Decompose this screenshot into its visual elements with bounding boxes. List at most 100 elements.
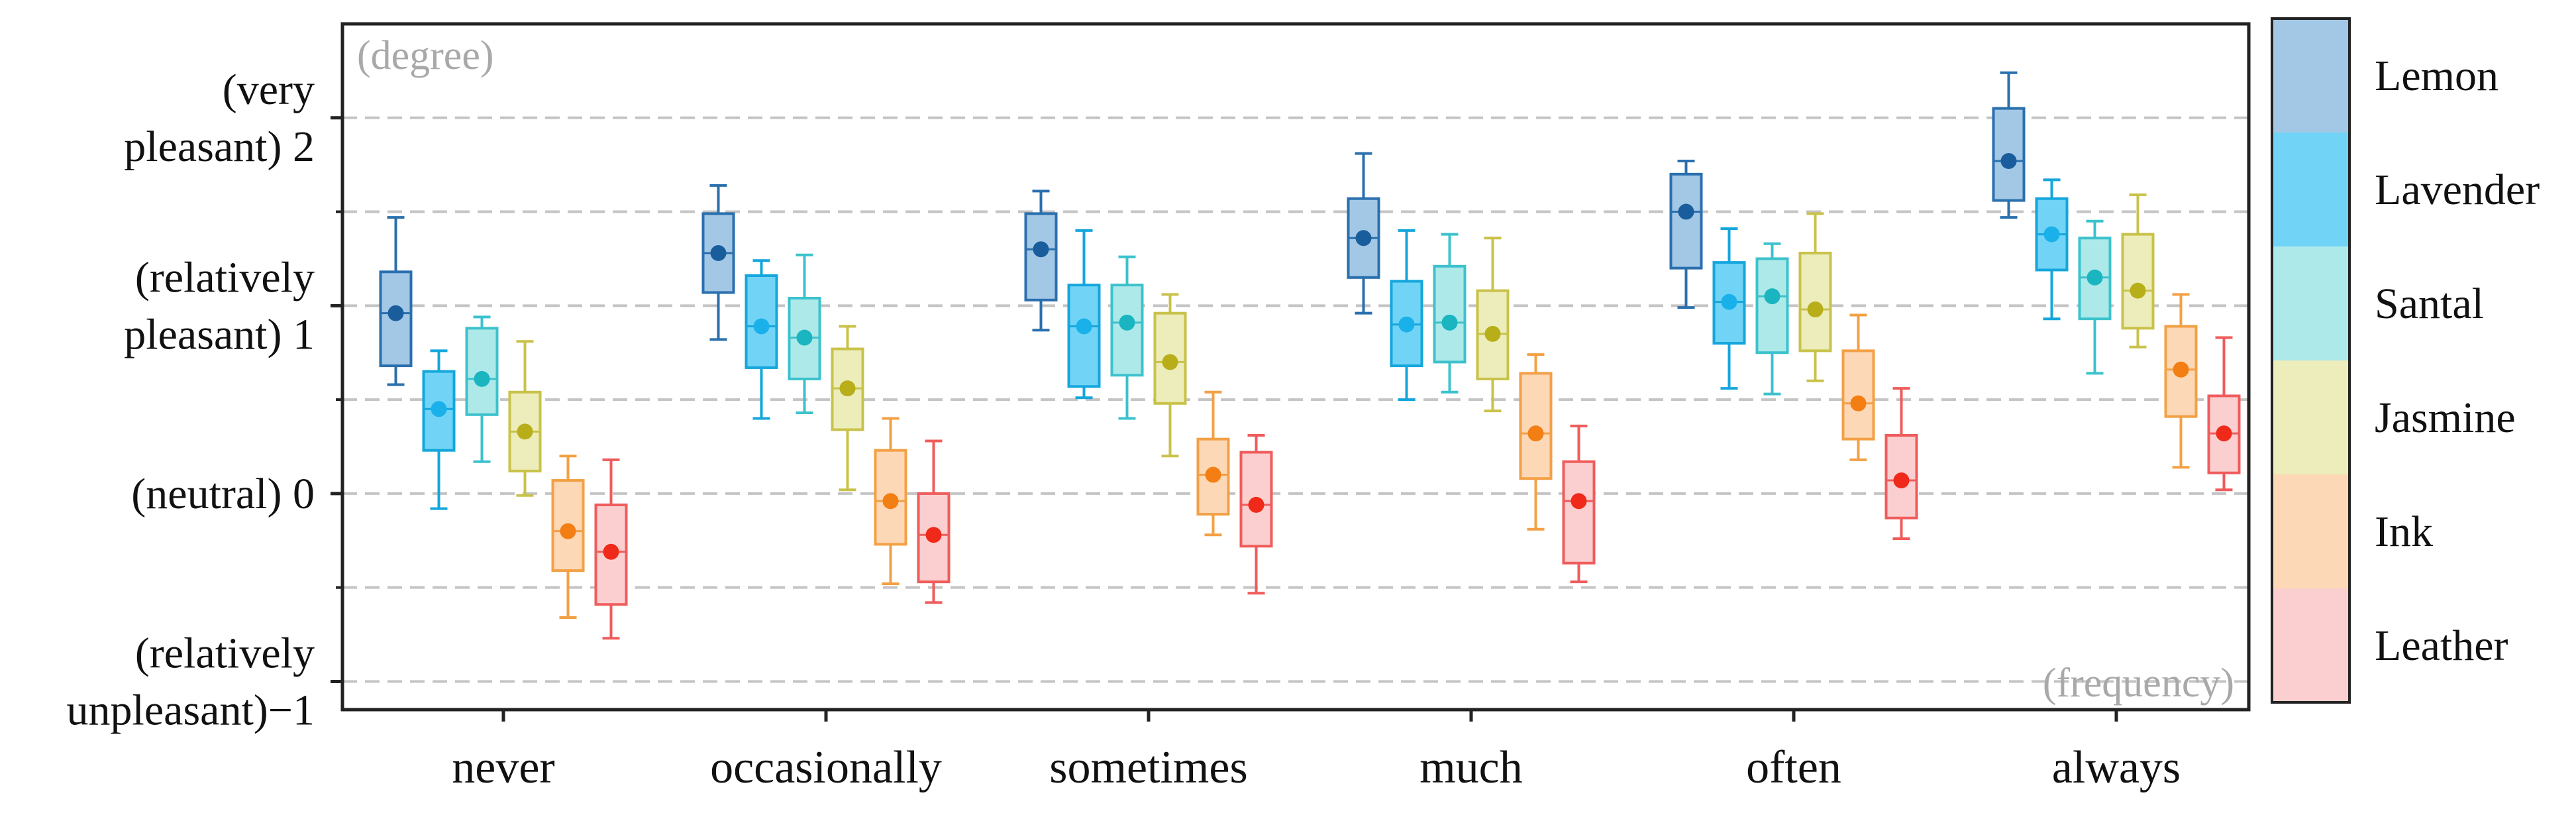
x-tick-label: often: [1746, 742, 1841, 793]
legend-swatch-leather: [2272, 588, 2349, 702]
box-body: [2121, 233, 2155, 330]
y-tick-label: (neutral) 0: [131, 470, 315, 518]
mean-point: [1764, 288, 1780, 305]
box-lavender-often: [1712, 227, 1746, 390]
box-ink-occasionally: [874, 417, 907, 586]
mean-point: [2130, 282, 2146, 299]
box-jasmine-occasionally: [831, 325, 864, 492]
box-jasmine-sometimes: [1153, 293, 1187, 458]
mean-point: [925, 527, 942, 543]
mean-point: [839, 380, 856, 397]
mean-point: [1527, 425, 1544, 442]
mean-point: [1355, 230, 1372, 246]
box-body: [1841, 349, 1875, 441]
mean-point: [431, 401, 447, 417]
legend-frame: [2271, 17, 2351, 704]
box-jasmine-always: [2121, 193, 2155, 349]
x-tick-label: much: [1419, 742, 1523, 793]
x-tick-label: occasionally: [710, 742, 942, 793]
x-tick-label: always: [2052, 742, 2181, 793]
mean-point: [1398, 316, 1415, 333]
y-tick-label: pleasant) 2: [124, 123, 315, 171]
box-body: [1067, 284, 1101, 388]
x-axis: never occasionally sometimes much often alway…: [452, 710, 2181, 793]
mean-point: [1571, 493, 1587, 510]
box-leather-often: [1884, 387, 1918, 540]
box-lemon-occasionally: [701, 184, 735, 341]
legend-label-santal: Santal: [2375, 280, 2484, 328]
y-tick-label: unpleasant)−1: [67, 686, 315, 734]
mean-point: [1076, 318, 1092, 335]
box-body: [422, 370, 456, 452]
legend-swatch-lemon: [2272, 19, 2349, 133]
mean-point: [1850, 395, 1867, 411]
legend-label-leather: Leather: [2375, 622, 2508, 670]
mean-point: [1807, 301, 1824, 318]
box-lavender-always: [2035, 178, 2069, 321]
legend-swatch-jasmine: [2272, 360, 2349, 474]
mean-point: [517, 423, 533, 440]
box-lemon-always: [1992, 71, 2026, 219]
mean-point: [1678, 203, 1694, 220]
y-tick-label: (relatively: [135, 253, 315, 301]
box-santal-never: [465, 315, 499, 463]
mean-point: [1721, 294, 1737, 310]
mean-point: [1119, 314, 1135, 331]
box-ink-always: [2164, 293, 2198, 469]
mean-point: [1441, 314, 1458, 331]
box-body: [1669, 172, 1703, 270]
box-leather-always: [2207, 336, 2241, 492]
mean-point: [1162, 354, 1178, 370]
box-body: [1562, 460, 1596, 565]
legend-swatch-ink: [2272, 474, 2349, 588]
box-series: [379, 71, 2241, 640]
legend-label-jasmine: Jasmine: [2375, 394, 2516, 442]
mean-point: [1893, 472, 1910, 489]
mean-point: [710, 244, 727, 261]
box-lemon-never: [379, 216, 413, 386]
legend-label-lavender: Lavender: [2375, 166, 2540, 214]
mean-point: [753, 318, 770, 335]
x-tick-label: sometimes: [1049, 742, 1247, 793]
box-santal-often: [1755, 242, 1789, 396]
box-santal-much: [1433, 233, 1467, 394]
box-santal-occasionally: [788, 253, 821, 414]
y-tick-label: (very: [223, 66, 315, 114]
box-leather-much: [1562, 424, 1596, 584]
box-santal-always: [2078, 219, 2112, 375]
box-lemon-much: [1347, 152, 1380, 315]
box-leather-never: [594, 458, 628, 640]
box-lavender-much: [1390, 229, 1423, 402]
box-lavender-sometimes: [1067, 229, 1101, 400]
gridlines: [342, 116, 2249, 683]
box-lavender-occasionally: [745, 259, 778, 420]
box-lavender-never: [422, 349, 456, 510]
mean-point: [796, 329, 813, 346]
mean-point: [560, 523, 576, 539]
box-leather-sometimes: [1239, 434, 1273, 595]
mean-point: [2087, 269, 2103, 286]
y-tick-label: pleasant) 1: [124, 310, 315, 358]
mean-point: [1248, 496, 1264, 513]
legend-label-lemon: Lemon: [2375, 52, 2499, 100]
box-ink-sometimes: [1196, 390, 1230, 537]
box-jasmine-often: [1798, 212, 1832, 382]
mean-point: [2216, 425, 2232, 442]
legend-swatch-santal: [2272, 246, 2349, 360]
mean-point: [1205, 466, 1221, 483]
box-body: [1755, 257, 1789, 354]
mean-point: [2043, 226, 2060, 243]
y-tick-label: (relatively: [135, 629, 315, 677]
box-jasmine-never: [508, 340, 542, 497]
x-axis-corner-label: (frequency): [2043, 661, 2234, 706]
x-tick-label: never: [452, 742, 554, 793]
legend: Lemon Lavender Santal Jasmine Ink Leather: [2271, 17, 2540, 704]
mean-point: [2000, 153, 2017, 169]
box-lemon-sometimes: [1024, 190, 1058, 332]
legend-label-ink: Ink: [2375, 508, 2433, 556]
plot-frame: [340, 22, 2251, 712]
box-ink-never: [551, 455, 585, 620]
y-axis-corner-label: (degree): [357, 33, 494, 78]
mean-point: [1484, 325, 1501, 342]
